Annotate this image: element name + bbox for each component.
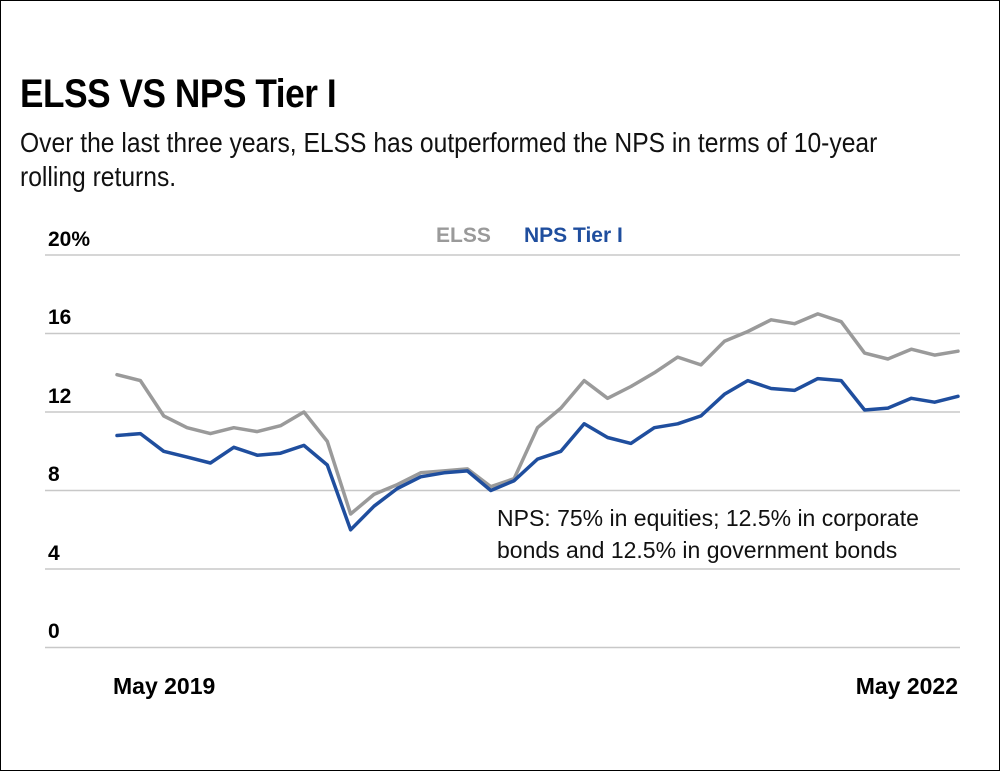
legend-elss: ELSS <box>436 224 491 247</box>
x-tick-start: May 2019 <box>113 673 215 699</box>
y-tick-0: 0 <box>48 620 60 643</box>
y-tick-12: 12 <box>48 385 71 408</box>
y-tick-8: 8 <box>48 463 60 486</box>
y-tick-4: 4 <box>48 542 60 565</box>
series-line-nps-tier-i <box>115 376 960 532</box>
x-tick-end: May 2022 <box>856 673 958 699</box>
legend-nps-tier-i: NPS Tier I <box>524 224 623 247</box>
annotation-line-1: NPS: 75% in equities; 12.5% in corporate <box>497 505 919 531</box>
gridlines <box>45 254 960 649</box>
chart-subtitle: Over the last three years, ELSS has outp… <box>20 127 878 192</box>
chart-title: ELSS VS NPS Tier I <box>20 72 337 116</box>
annotation-line-2: bonds and 12.5% in government bonds <box>497 537 897 563</box>
y-tick-16: 16 <box>48 306 71 329</box>
series-line-elss <box>115 312 960 516</box>
y-tick-20: 20% <box>48 228 90 251</box>
